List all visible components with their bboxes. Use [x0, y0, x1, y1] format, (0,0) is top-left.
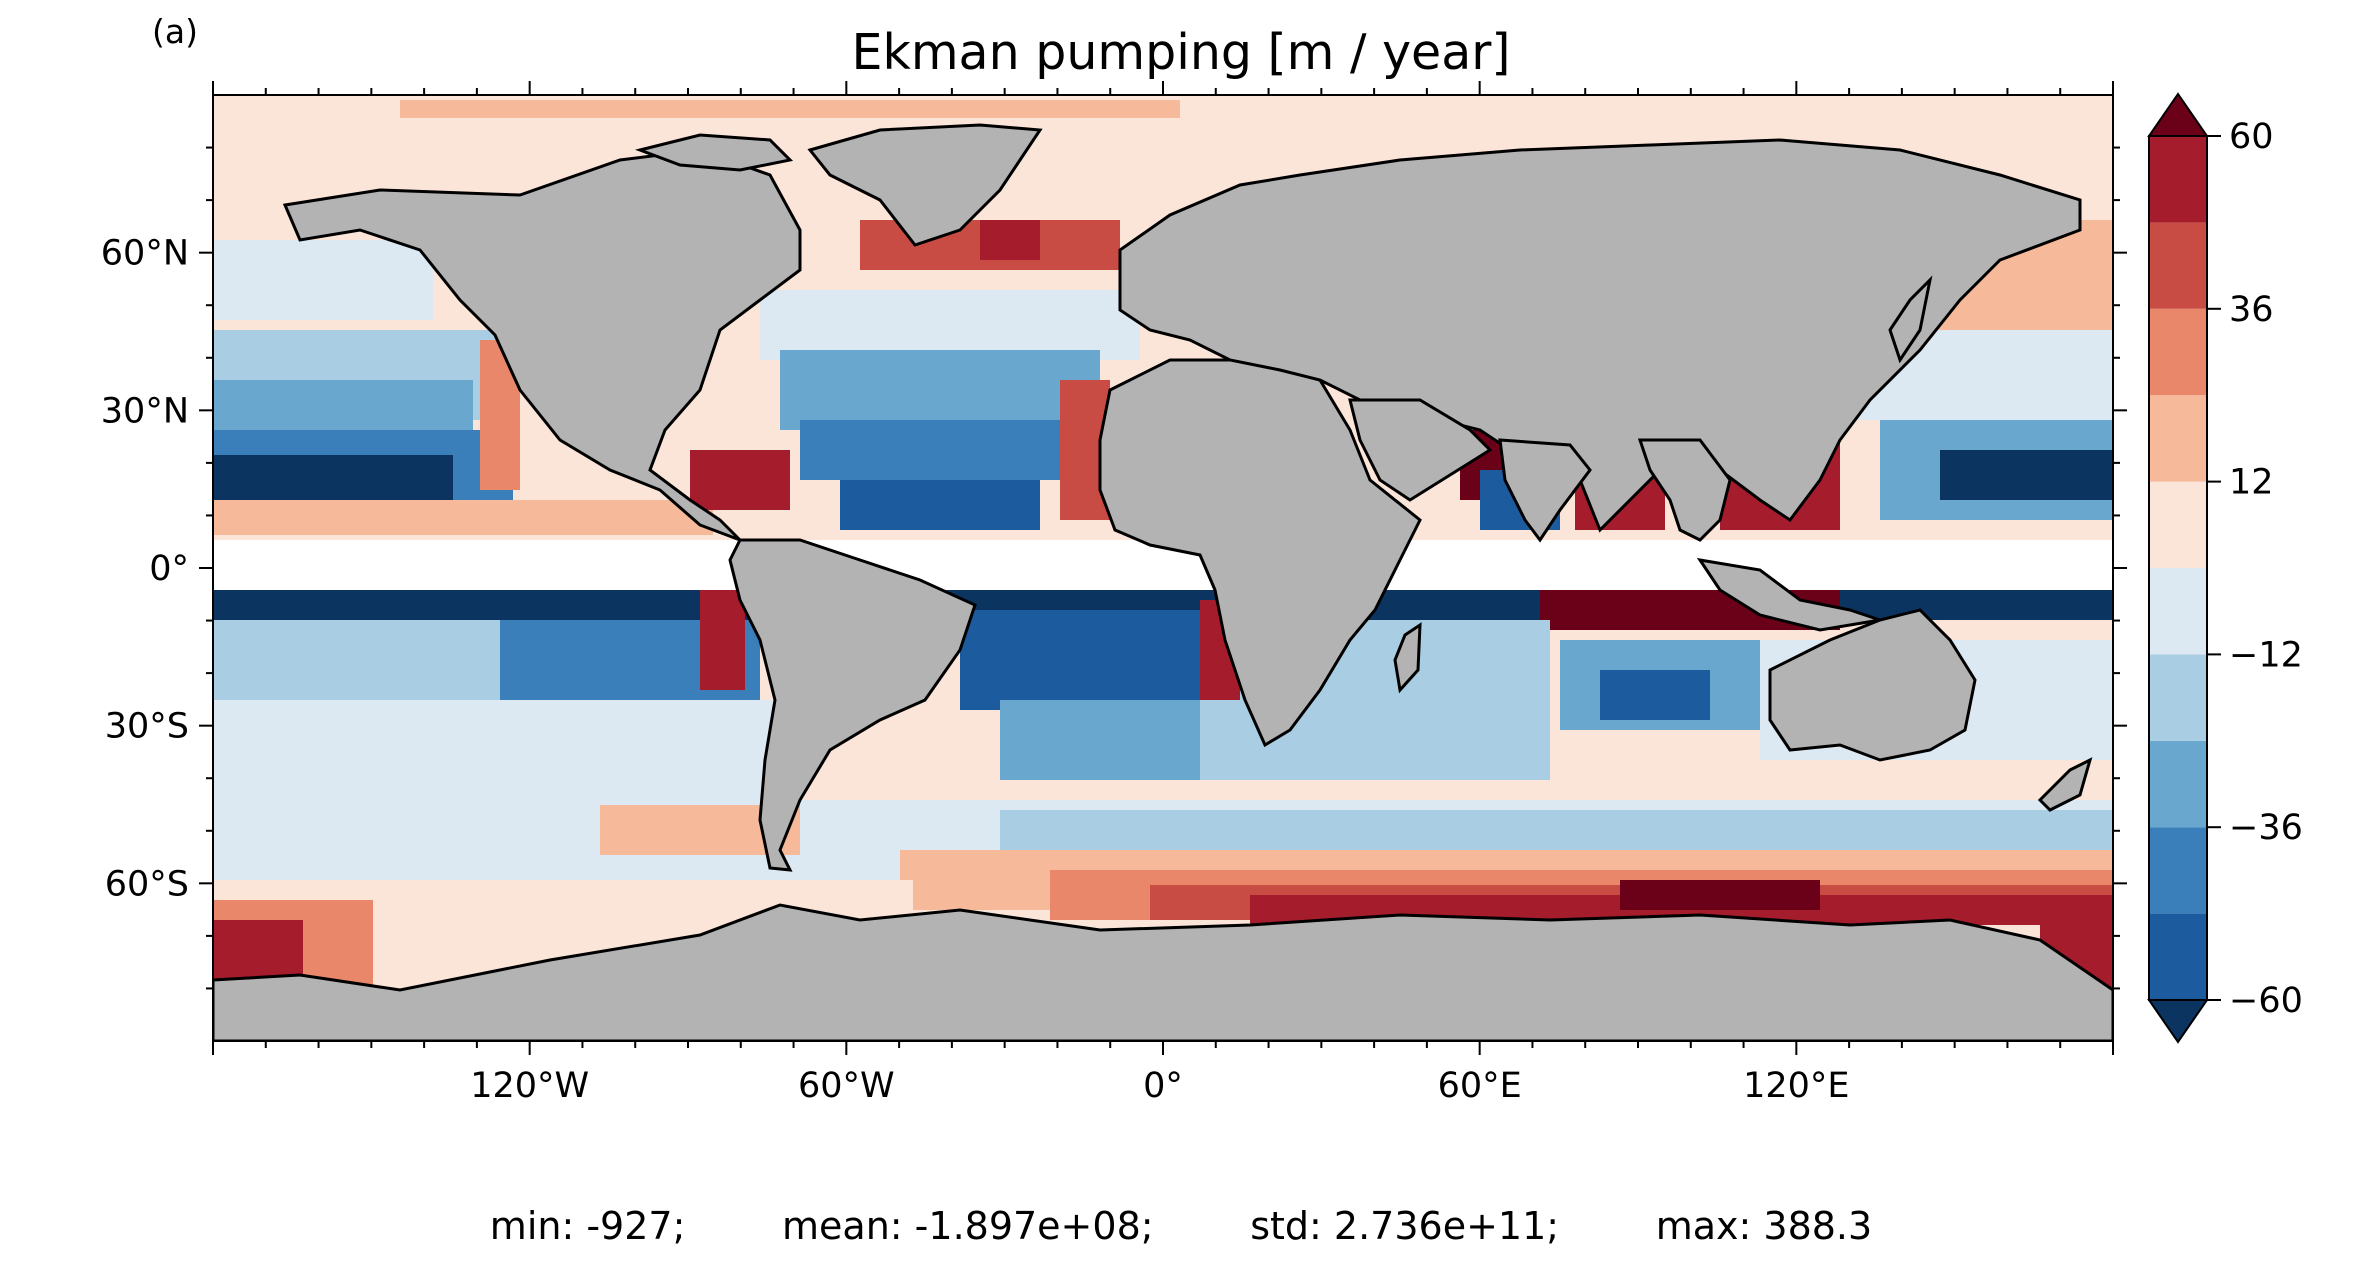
field-peru-upwelling [700, 590, 745, 690]
lon-axis: 120°W 60°W 0° 60°E 120°E [212, 81, 2114, 1106]
madagascar [1393, 622, 1422, 694]
new-zealand [2037, 757, 2093, 812]
colorbar-segment [2149, 222, 2207, 309]
australia [1768, 608, 1977, 762]
stat-std: std: 2.736e+11; [1250, 1204, 1560, 1248]
field-natl-gyre [780, 350, 1100, 430]
colorbar-extend-max [2147, 92, 2209, 137]
colorbar-frame [2148, 135, 2208, 1001]
field-natl-midlat [760, 290, 1140, 360]
lon-tick-label: 0° [1143, 1066, 1183, 1106]
lon-tick-label: 60°W [798, 1066, 895, 1106]
antarctica [213, 903, 2113, 1041]
south-america [728, 538, 977, 872]
colorbar-tick-label: 12 [2229, 463, 2274, 503]
lon-tick-label: 120°W [470, 1066, 589, 1106]
field-spac-gyre-2 [213, 700, 773, 800]
lat-tick-label: 60°S [105, 864, 189, 904]
colorbar-segment [2149, 740, 2207, 828]
lat-tick-label: 30°N [101, 391, 189, 431]
colorbar-segment [2149, 395, 2207, 482]
colorbar-segment [2149, 827, 2207, 914]
field-natl-hotspot [980, 220, 1040, 260]
field-npac-subpolar [213, 240, 433, 320]
field-arctic-band [400, 100, 1180, 118]
field-acc-core [1620, 880, 1820, 910]
lon-tick-label: 60°E [1438, 1066, 1522, 1106]
colorbar-tick-label: −36 [2229, 808, 2303, 848]
stat-min: min: -927; [489, 1204, 686, 1248]
arabia [1348, 398, 1493, 502]
lat-axis: 60°N 30°N 0° 30°S 60°S [101, 146, 2127, 990]
lat-tick-label: 0° [149, 549, 189, 589]
lon-tick-label: 120°E [1743, 1066, 1849, 1106]
colorbar-extend-min [2147, 999, 2209, 1044]
lat-tick-label: 30°S [105, 707, 189, 747]
field-natl-gyre-3 [840, 480, 1040, 530]
stat-mean: mean: -1.897e+08; [782, 1204, 1154, 1248]
japan [1888, 275, 1933, 364]
colorbar-segment [2149, 136, 2207, 223]
field-caribbean [690, 450, 790, 510]
map-area [213, 95, 2113, 1041]
land [213, 123, 2113, 1041]
lat-tick-label: 60°N [101, 234, 189, 274]
colorbar: 60 36 12 −12 −36 −60 [2147, 92, 2303, 1044]
eurasia [1118, 138, 2082, 533]
arctic-islands [634, 133, 794, 172]
field-wpac-gyre-core [1940, 450, 2113, 500]
field-itcz-north [213, 500, 713, 535]
colorbar-tick-label: 36 [2229, 290, 2274, 330]
stat-max: max: 388.3 [1655, 1204, 1873, 1248]
greenland [807, 123, 1043, 247]
field-npac-gyre-core [213, 455, 453, 500]
stats-line: min: -927; mean: -1.897e+08; std: 2.736e… [0, 1204, 2362, 1248]
indochina [1637, 438, 1732, 542]
field-sind-core [1600, 670, 1710, 720]
map-title: Ekman pumping [m / year] [851, 24, 1511, 81]
colorbar-tick-label: −60 [2229, 981, 2303, 1021]
colorbar-segment [2149, 481, 2207, 568]
colorbar-segment [2149, 568, 2207, 655]
field-satl-gyre [960, 610, 1200, 710]
africa [1098, 358, 1422, 748]
panel-label: (a) [152, 12, 198, 51]
colorbar-segment [2149, 654, 2207, 741]
field-natl-gyre-2 [800, 420, 1060, 480]
colorbar-segment [2149, 308, 2207, 396]
colorbar-tick-label: 60 [2229, 117, 2274, 157]
india [1498, 438, 1592, 543]
colorbar-tick-label: −12 [2229, 635, 2303, 675]
colorbar-segment [2149, 913, 2207, 1000]
